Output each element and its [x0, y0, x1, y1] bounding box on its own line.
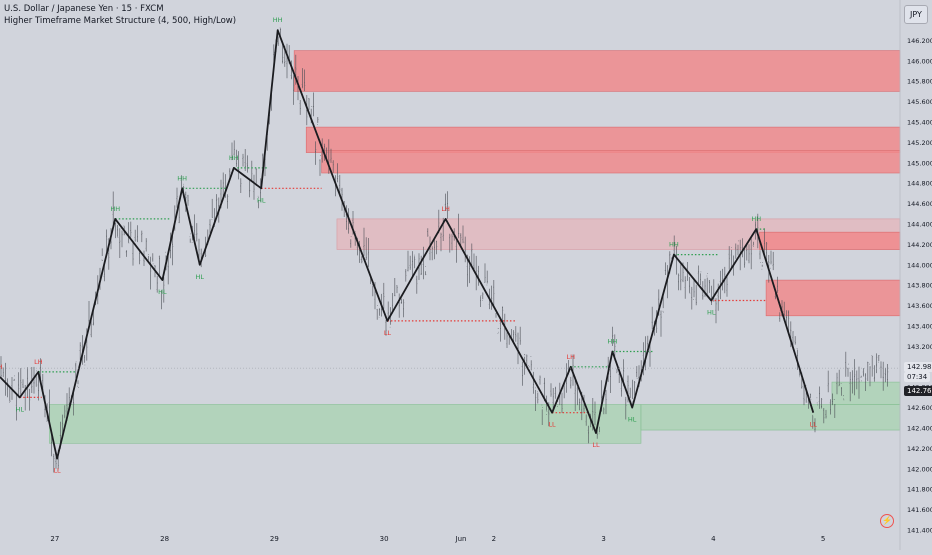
price-tick-label: 142.200 — [907, 445, 932, 453]
lightning-icon[interactable]: ⚡ — [880, 514, 894, 528]
price-tick-label: 142.400 — [907, 425, 932, 433]
indicator-title[interactable]: Higher Timeframe Market Structure (4, 50… — [4, 16, 237, 26]
price-tick-label: 145.200 — [907, 139, 932, 147]
price-tick-label: 142.000 — [907, 465, 932, 473]
labels-layer: HHLLHLLHHHLHHHLHHHLHHLLLHLLLHLLHHHLHHHLH… — [0, 16, 817, 474]
swing-label: HH — [177, 174, 187, 182]
price-tick-label: 144.600 — [907, 200, 932, 208]
price-tick-label: 145.600 — [907, 98, 932, 106]
swing-label: HH — [669, 241, 679, 249]
demand-zone — [831, 381, 901, 405]
time-tick-label: 4 — [711, 535, 716, 543]
market-structure-line — [0, 29, 815, 460]
swing-label: H — [0, 363, 3, 371]
swing-label: HL — [257, 196, 266, 204]
price-tick-label: 141.400 — [907, 527, 932, 535]
swing-label: HH — [229, 154, 239, 162]
price-tick-label: 146.000 — [907, 57, 932, 65]
swing-label: LH — [441, 205, 450, 213]
price-tick-label: 141.800 — [907, 486, 932, 494]
swing-label: LL — [384, 329, 392, 337]
price-tick-label: 145.000 — [907, 159, 932, 167]
price-tick-label: 143.800 — [907, 282, 932, 290]
time-tick-label: 28 — [160, 535, 169, 543]
supply-zone — [305, 126, 901, 153]
swing-label: HL — [158, 288, 167, 296]
demand-zone — [640, 404, 901, 431]
time-tick-label: 5 — [821, 535, 825, 543]
swing-label: HH — [110, 205, 120, 213]
swing-label: HL — [628, 416, 637, 424]
swing-label: HH — [751, 215, 761, 223]
swing-label: HH — [608, 338, 618, 346]
swing-label: LL — [810, 421, 818, 429]
chart-legend: U.S. Dollar / Japanese Yen · 15 · FXCM H… — [4, 3, 236, 27]
price-tick-label: 145.800 — [907, 78, 932, 86]
price-tick-label: 143.200 — [907, 343, 932, 351]
price-tick-label: 143.600 — [907, 302, 932, 310]
swing-label: LL — [592, 441, 600, 449]
supply-zone — [759, 231, 901, 250]
time-tick-label: 2 — [492, 535, 496, 543]
symbol-title[interactable]: U.S. Dollar / Japanese Yen · 15 · FXCM — [4, 4, 164, 14]
currency-button[interactable]: JPY — [904, 5, 928, 24]
swing-label: LH — [566, 353, 575, 361]
price-tick-label: 144.400 — [907, 221, 932, 229]
axis-layer[interactable]: 141.400 141.600 141.800 142.000 142.200 142.4… — [50, 0, 932, 550]
time-tick-label: 27 — [50, 535, 59, 543]
swing-label: LH — [34, 358, 43, 366]
price-tick-label: 141.600 — [907, 506, 932, 514]
swing-label: LL — [548, 421, 556, 429]
time-tick-label: 29 — [270, 535, 279, 543]
swing-label: HL — [15, 405, 24, 413]
price-tick-label: 146.200 — [907, 37, 932, 45]
time-tick-label: 3 — [601, 535, 605, 543]
supply-zone — [765, 279, 901, 317]
time-tick-label: Jun — [455, 535, 467, 543]
swing-label: HH — [273, 16, 283, 24]
price-tick-label: 142.600 — [907, 404, 932, 412]
bar-countdown-tag: 07:34 — [904, 372, 931, 382]
time-tick-label: 30 — [380, 535, 389, 543]
last-price-tag: 142.987 — [904, 362, 932, 372]
zigzag-layer — [0, 29, 900, 460]
price-tick-label: 144.200 — [907, 241, 932, 249]
price-tick-label: 144.000 — [907, 261, 932, 269]
price-tick-label: 143.400 — [907, 323, 932, 331]
swing-label: LL — [53, 467, 61, 475]
supply-zone — [293, 50, 901, 92]
price-tick-label: 144.800 — [907, 180, 932, 188]
levels-layer — [19, 167, 767, 414]
zones-layer — [49, 50, 901, 444]
swing-label: HL — [195, 273, 204, 281]
swing-label: HL — [707, 309, 716, 317]
supply-zone — [321, 150, 901, 174]
price-tick-label: 145.400 — [907, 119, 932, 127]
price-marker-tag: 142.763 — [904, 386, 932, 396]
